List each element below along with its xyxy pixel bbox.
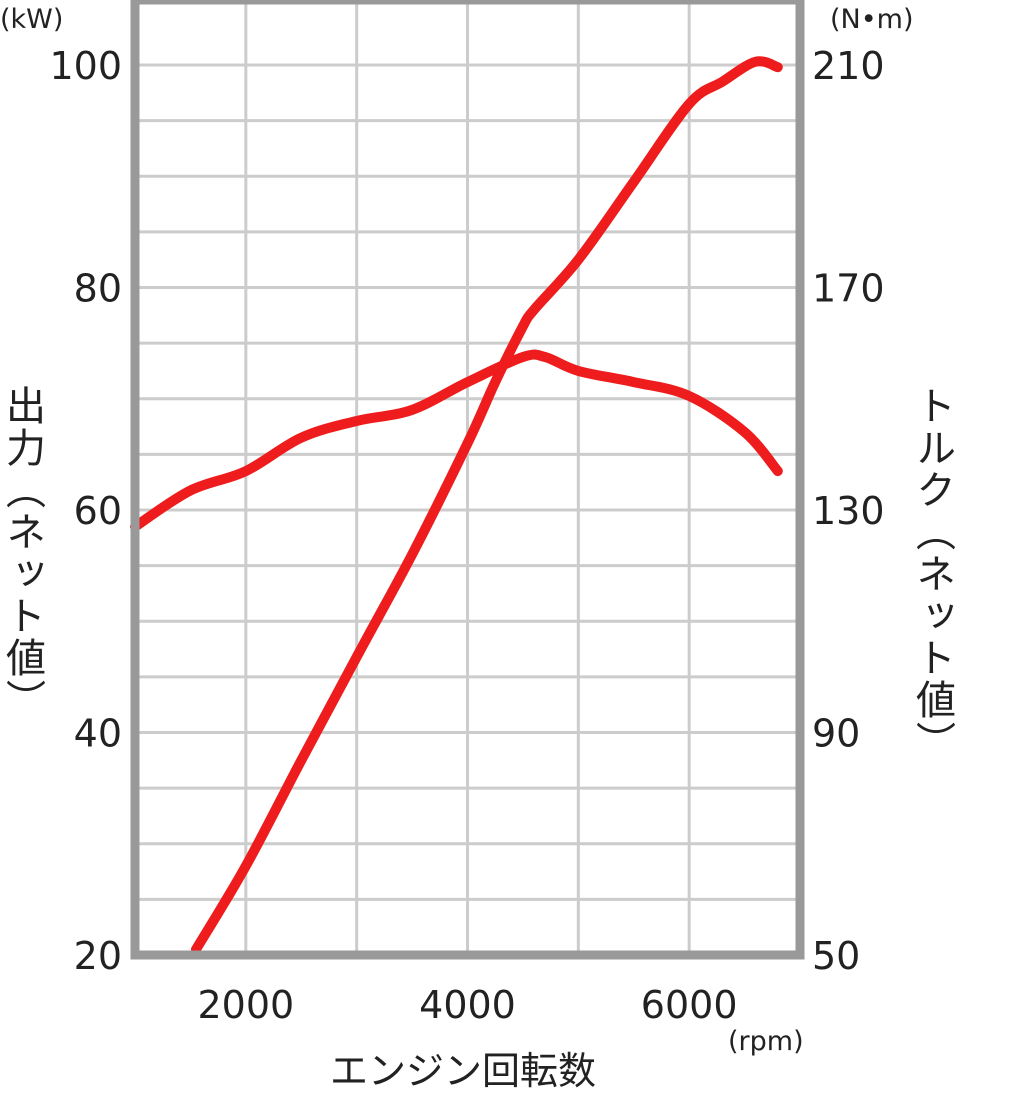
power-curve <box>191 56 783 955</box>
plot-frame <box>130 0 805 960</box>
torque-curve <box>130 349 783 532</box>
right-tick-label: 50 <box>812 934 860 978</box>
right-tick-label: 90 <box>812 712 860 756</box>
left-axis-title: 出力（ネット値） <box>0 385 45 721</box>
right-axis-title: トルク（ネット値） <box>909 385 955 763</box>
x-tick-label: 4000 <box>419 983 516 1027</box>
left-tick-label: 40 <box>74 712 122 756</box>
right-tick-label: 130 <box>812 489 885 533</box>
grid <box>135 0 800 955</box>
x-axis-unit: (rpm) <box>728 1026 804 1057</box>
right-tick-label: 170 <box>812 267 885 311</box>
x-tick-label: 2000 <box>197 983 294 1027</box>
series-lines <box>130 56 783 955</box>
right-tick-label: 210 <box>812 44 885 88</box>
x-axis-title: エンジン回転数 <box>330 1049 597 1093</box>
left-tick-label: 60 <box>74 489 122 533</box>
left-tick-label: 80 <box>74 267 122 311</box>
left-tick-label: 20 <box>74 934 122 978</box>
left-axis-unit: (kW) <box>0 4 63 35</box>
left-tick-label: 100 <box>49 44 122 88</box>
x-tick-label: 6000 <box>641 983 738 1027</box>
right-axis-unit: (N•m) <box>830 4 914 35</box>
tick-labels: 20 40 60 80 100 50 90 130 170 210 2000 4000 6000 <box>49 44 884 1027</box>
